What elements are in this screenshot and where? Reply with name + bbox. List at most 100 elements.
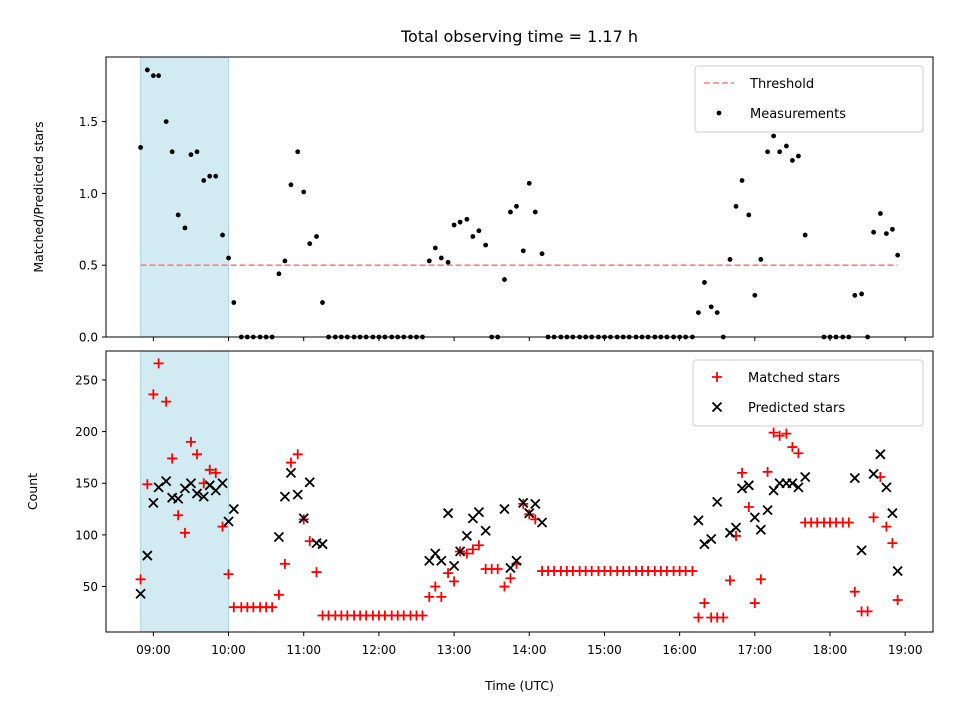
data-point: [443, 568, 454, 579]
data-point: [699, 598, 710, 609]
data-point: [762, 504, 773, 516]
data-point: [536, 517, 548, 528]
data-point: [173, 493, 184, 504]
data-point: [273, 531, 285, 543]
data-point: [511, 555, 522, 566]
data-point: [895, 252, 901, 258]
data-point: [787, 478, 798, 489]
data-point: [859, 291, 864, 297]
data-point: [520, 248, 526, 254]
data-point: [790, 157, 795, 163]
data-point: [445, 259, 451, 265]
data-point: [175, 212, 181, 218]
series-matched-stars: [135, 358, 903, 623]
data-point: [288, 182, 294, 188]
data-point: [890, 226, 895, 232]
data-point: [892, 565, 903, 577]
data-point: [699, 539, 710, 550]
data-point: [702, 280, 707, 285]
data-point: [220, 232, 225, 238]
data-point: [451, 222, 457, 228]
data-point: [282, 258, 288, 264]
data-point: [148, 389, 159, 400]
data-point: [849, 472, 860, 484]
x-tick-label: 16:00: [662, 643, 697, 657]
count-panel: 50 100 150 200 250 09:00 10:00 11:00 12:00 13:00 1…: [25, 350, 934, 657]
data-point: [461, 530, 473, 542]
x-tick-label: 12:00: [362, 643, 397, 657]
data-point: [430, 581, 441, 592]
data-point: [304, 536, 315, 547]
data-point: [755, 524, 766, 535]
data-point: [771, 133, 777, 139]
data-point: [153, 358, 164, 369]
data-point: [871, 229, 877, 235]
data-point: [417, 610, 428, 621]
data-point: [693, 612, 704, 623]
data-point: [231, 300, 237, 305]
data-point: [725, 575, 736, 586]
data-point: [142, 550, 153, 561]
x-tick-label: 13:00: [437, 643, 472, 657]
data-point: [881, 521, 892, 532]
data-point: [892, 594, 903, 605]
data-point: [852, 292, 858, 298]
plot-frame: [105, 350, 934, 633]
y-tick-label: 150: [75, 477, 98, 491]
plot-frame: [105, 56, 934, 338]
data-point: [223, 516, 234, 527]
data-point: [228, 503, 239, 515]
data-point: [210, 467, 221, 478]
data-point: [687, 566, 698, 577]
data-point: [467, 544, 478, 555]
legend: Matched stars Predicted stars: [692, 359, 924, 427]
data-point: [796, 153, 801, 159]
x-tick-label: 11:00: [286, 643, 321, 657]
data-point: [307, 241, 313, 247]
data-point: [311, 567, 322, 578]
x-tick-label: 14:00: [512, 643, 547, 657]
observing-window-span: [140, 56, 230, 338]
data-point: [787, 442, 798, 453]
data-point: [161, 396, 172, 407]
data-point: [877, 211, 883, 216]
data-point: [743, 501, 754, 512]
y-tick-label: 200: [75, 425, 98, 439]
data-point: [849, 586, 860, 597]
data-point: [483, 242, 489, 248]
data-point: [739, 178, 745, 183]
data-point: [781, 428, 792, 439]
data-point: [461, 548, 472, 559]
data-point: [144, 67, 150, 73]
data-point: [161, 476, 172, 487]
data-point: [736, 483, 748, 494]
data-point: [138, 145, 143, 150]
data-point: [883, 231, 889, 237]
data-point: [862, 606, 873, 617]
data-point: [530, 498, 541, 510]
data-point: [733, 203, 739, 209]
data-point: [887, 538, 898, 549]
y-tick-label: 1.5: [79, 115, 98, 129]
data-point: [868, 512, 879, 523]
data-point: [135, 574, 146, 585]
data-point: [182, 225, 188, 231]
data-point: [217, 478, 228, 489]
data-point: [436, 555, 447, 566]
data-point: [304, 477, 315, 488]
data-point: [693, 515, 704, 526]
data-point: [752, 292, 758, 298]
y-tick-label: 100: [75, 528, 98, 542]
data-point: [526, 180, 532, 186]
data-point: [292, 449, 303, 460]
data-point: [285, 467, 297, 479]
x-tick-label: 17:00: [738, 643, 773, 657]
y-tick-label: 0.0: [79, 331, 98, 345]
x-axis-label: Time (UTC): [484, 678, 554, 693]
data-point: [499, 581, 510, 592]
legend-label: Matched stars: [748, 371, 840, 386]
data-point: [317, 539, 328, 550]
legend-label: Predicted stars: [748, 401, 845, 416]
x-tick-label: 10:00: [211, 643, 246, 657]
data-point: [730, 522, 742, 533]
